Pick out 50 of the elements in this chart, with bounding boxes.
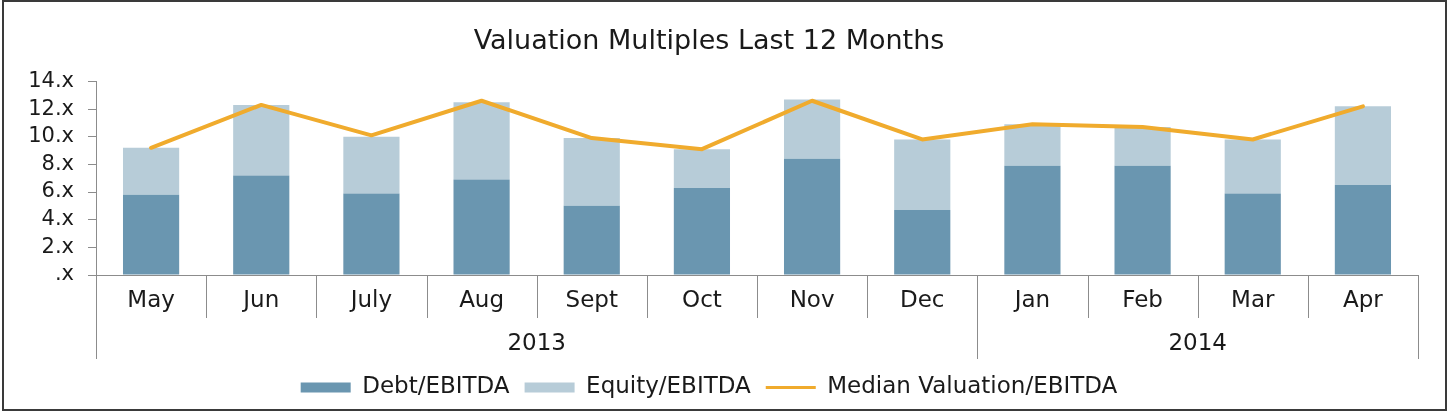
bar (233, 175, 290, 275)
bar (563, 205, 620, 275)
bar (673, 149, 731, 188)
bar (453, 179, 510, 275)
bar (343, 193, 400, 275)
x-tick-label: May (127, 285, 175, 312)
bar (894, 210, 951, 275)
bar (563, 138, 620, 206)
y-tick-label: 12.x (28, 95, 74, 120)
x-tick-label: Jan (1012, 285, 1051, 312)
x-tick-label: Apr (1343, 285, 1384, 312)
legend-label: Debt/EBITDA (362, 372, 510, 399)
bar (122, 147, 180, 195)
bar (453, 102, 510, 180)
y-tick-label: 4.x (41, 206, 74, 231)
bar (783, 99, 841, 159)
y-tick-label: 10.x (28, 123, 74, 148)
bar (894, 139, 951, 211)
x-tick-label: Feb (1122, 285, 1163, 312)
x-tick-label: Dec (899, 285, 945, 312)
bar (233, 104, 290, 176)
y-tick-label: 2.x (41, 233, 74, 258)
x-tick-label: Sept (565, 285, 618, 312)
bar (1114, 127, 1171, 166)
x-tick-label: Nov (789, 285, 835, 312)
bar (673, 187, 731, 275)
bar (1004, 165, 1061, 275)
x-tick-label: Oct (682, 285, 722, 312)
bar (1224, 193, 1281, 275)
y-tick-label: .x (54, 261, 74, 286)
text: 2014 (1168, 328, 1227, 355)
bar (1004, 124, 1061, 166)
bar (783, 158, 841, 275)
bar (1114, 165, 1171, 275)
text: 2013 (507, 328, 566, 355)
y-tick-label: 14.x (28, 67, 74, 92)
legend-label: Median Valuation/EBITDA (827, 372, 1118, 399)
bar (1224, 139, 1281, 194)
chart-title: Valuation Multiples Last 12 Months (473, 24, 945, 56)
x-tick-label: Aug (459, 285, 505, 312)
bar (122, 194, 180, 275)
x-tick-label: Jun (241, 285, 280, 312)
y-tick-label: 6.x (41, 178, 74, 203)
x-tick-label: July (348, 285, 393, 312)
legend-label: Equity/EBITDA (586, 372, 752, 399)
bar (1334, 185, 1392, 275)
y-tick-label: 8.x (41, 150, 74, 175)
x-tick-label: Mar (1231, 285, 1275, 312)
bar (343, 136, 400, 194)
bar (1334, 106, 1392, 186)
